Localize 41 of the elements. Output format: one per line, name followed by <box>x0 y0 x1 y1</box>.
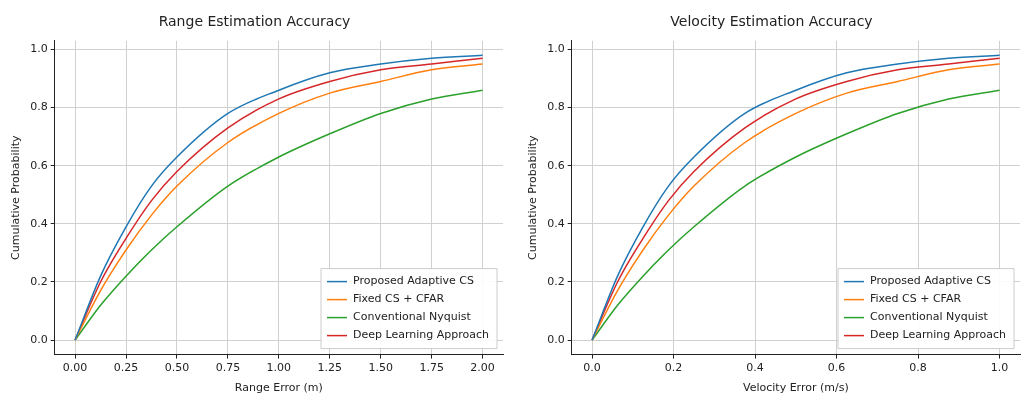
x-tick-label: 1.50 <box>368 361 393 375</box>
legend-label: Fixed CS + CFAR <box>870 292 962 306</box>
legend-label: Fixed CS + CFAR <box>353 292 445 306</box>
y-tick-label: 0.4 <box>30 216 48 230</box>
x-tick-label: 0.4 <box>746 361 764 375</box>
legend-label: Conventional Nyquist <box>870 310 989 324</box>
x-tick-label: 0.0 <box>583 361 601 375</box>
y-tick-label: 1.0 <box>547 42 565 56</box>
y-tick-label: 0.8 <box>30 100 48 114</box>
legend-label: Deep Learning Approach <box>353 328 490 342</box>
y-tick-label: 0.6 <box>547 158 565 172</box>
x-tick-label: 0.25 <box>113 361 139 375</box>
y-tick-label: 0.2 <box>547 274 565 288</box>
y-tick-label: 0.2 <box>30 274 48 288</box>
legend-label: Deep Learning Approach <box>870 328 1007 342</box>
y-tick-label: 0.8 <box>547 100 565 114</box>
x-tick-label: 1.75 <box>419 361 444 375</box>
legend-label: Conventional Nyquist <box>353 310 472 324</box>
y-tick-label: 0.0 <box>30 332 48 346</box>
x-tick-label: 1.25 <box>317 361 343 375</box>
legend-label: Proposed Adaptive CS <box>870 274 992 288</box>
legend-label: Proposed Adaptive CS <box>353 274 475 288</box>
x-tick-label: 0.8 <box>909 361 927 375</box>
x-tick-label: 0.00 <box>62 361 88 375</box>
y-tick-label: 0.4 <box>547 216 565 230</box>
y-tick-label: 1.0 <box>30 42 48 56</box>
y-tick-label: 0.0 <box>547 332 565 346</box>
x-axis-title: Velocity Error (m/s) <box>743 381 849 395</box>
x-tick-label: 0.75 <box>215 361 241 375</box>
x-tick-label: 2.00 <box>470 361 495 375</box>
x-tick-label: 1.0 <box>990 361 1009 375</box>
y-axis-title: Cumulative Probability <box>9 135 23 260</box>
x-axis-title: Range Error (m) <box>234 381 323 395</box>
x-tick-label: 1.00 <box>266 361 292 375</box>
y-axis-title: Cumulative Probability <box>526 135 540 260</box>
x-tick-label: 0.50 <box>164 361 190 375</box>
x-tick-label: 0.6 <box>827 361 846 375</box>
chart-title: Range Estimation Accuracy <box>158 13 351 30</box>
y-tick-label: 0.6 <box>30 158 48 172</box>
chart-title: Velocity Estimation Accuracy <box>670 13 873 30</box>
x-tick-label: 0.2 <box>664 361 683 375</box>
